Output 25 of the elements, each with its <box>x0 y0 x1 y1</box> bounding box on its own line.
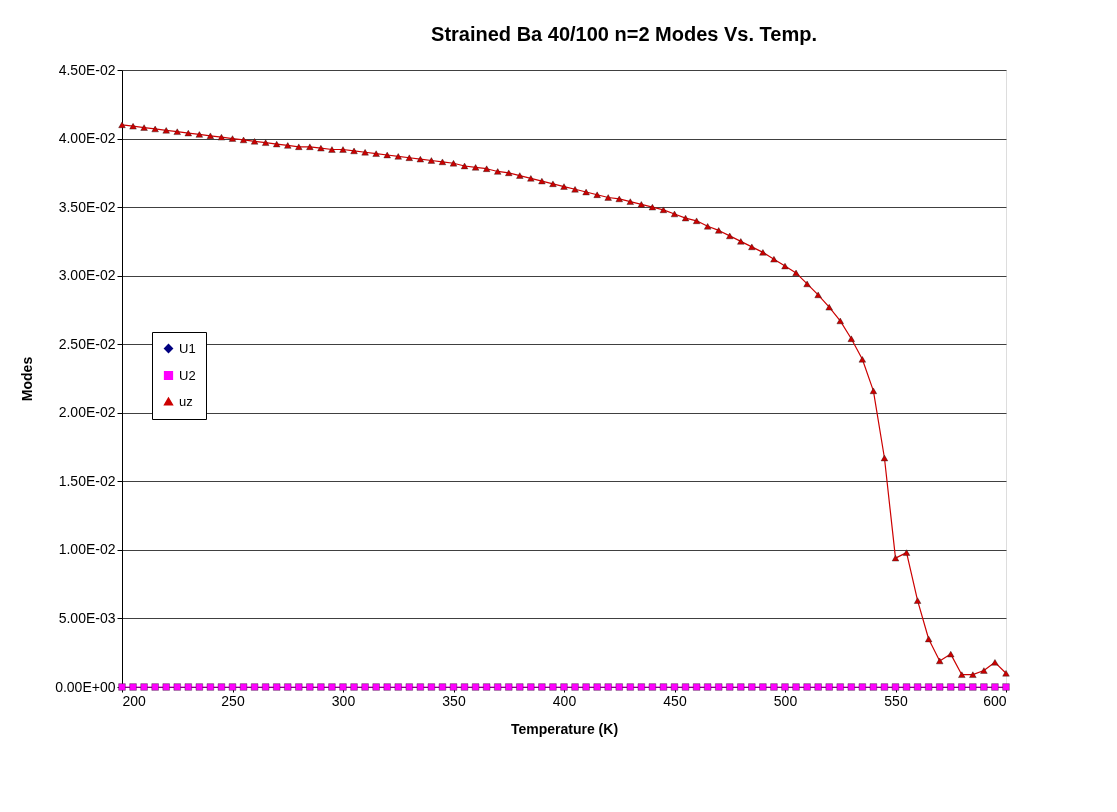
y-tick-label: 1.50E-02 <box>58 472 116 489</box>
legend-label: U1 <box>179 340 196 356</box>
y-axis-title: Modes <box>19 356 36 402</box>
x-tick-label: 550 <box>884 692 908 709</box>
x-tick-label: 500 <box>773 692 798 709</box>
x-tick-label: 350 <box>442 692 466 709</box>
y-tick-label: 3.50E-02 <box>58 198 116 215</box>
legend-label: uz <box>179 393 193 409</box>
x-axis-title: Temperature (K) <box>510 720 619 737</box>
y-tick-label: 5.00E-03 <box>58 609 116 626</box>
x-tick-label: 400 <box>552 692 577 709</box>
x-tick-label: 450 <box>663 692 687 709</box>
y-tick-label: 4.50E-02 <box>58 61 116 78</box>
y-tick-label: 2.50E-02 <box>58 335 116 352</box>
y-tick-label: 2.00E-02 <box>58 404 116 421</box>
y-tick-label: 3.00E-02 <box>58 267 116 284</box>
x-tick-label: 250 <box>221 692 245 709</box>
x-tick-label: 600 <box>983 692 1007 709</box>
x-tick-label: 200 <box>122 692 147 709</box>
y-tick-label: 1.00E-02 <box>58 541 116 558</box>
y-tick-label: 4.00E-02 <box>58 130 116 147</box>
chart-title: Strained Ba 40/100 n=2 Modes Vs. Temp. <box>431 23 817 45</box>
x-tick-label: 300 <box>331 692 356 709</box>
legend-label: U2 <box>179 367 196 383</box>
y-tick-label: 0.00E+00 <box>55 678 116 695</box>
